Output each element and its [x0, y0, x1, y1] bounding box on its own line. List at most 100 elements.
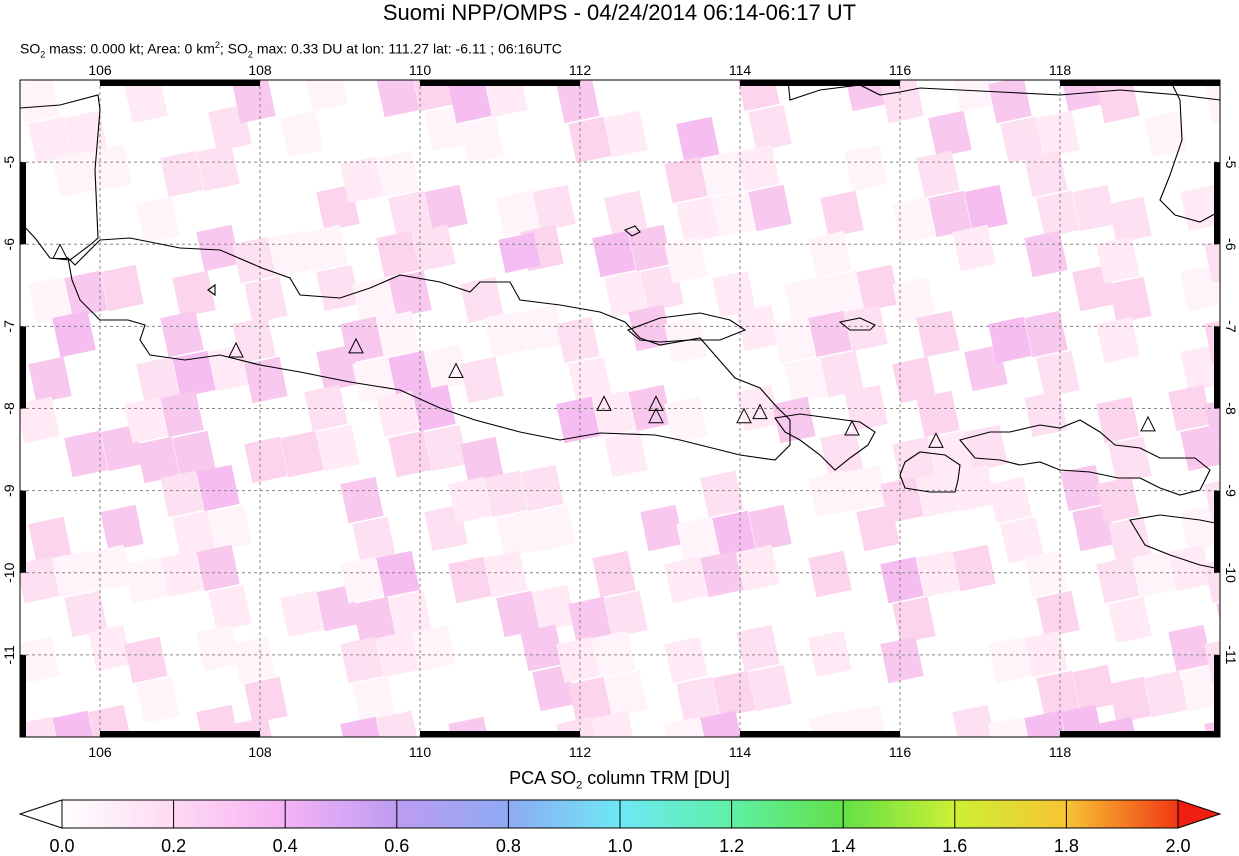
so2-pixel: [208, 504, 252, 552]
colorbar-tick-label: 0.6: [384, 836, 410, 856]
so2-pixel: [136, 196, 180, 244]
so2-pixel: [700, 710, 744, 737]
so2-pixel: [1096, 476, 1140, 524]
so2-pixel: [820, 270, 864, 318]
volcano-marker: [648, 395, 664, 411]
volcano-marker: [596, 395, 612, 411]
so2-pixel: [160, 310, 204, 358]
so2-pixel: [1036, 590, 1080, 638]
so2-pixel: [460, 436, 504, 484]
lat-tick-label: -6: [1, 238, 17, 251]
frame-scale-segment: [1214, 654, 1220, 737]
so2-pixel: [592, 230, 636, 278]
so2-pixel: [604, 670, 648, 718]
so2-pixel: [532, 584, 576, 632]
so2-pixel: [232, 636, 276, 684]
so2-pixel: [388, 430, 432, 478]
so2-pixel: [520, 464, 564, 512]
so2-pixel: [772, 316, 816, 364]
lon-tick-label: 114: [729, 744, 752, 760]
so2-pixel: [1060, 80, 1104, 112]
frame-scale-segment: [100, 80, 260, 86]
so2-pixel: [676, 516, 720, 564]
volcano-marker: [228, 341, 244, 358]
lat-tick-label: -8: [1223, 402, 1239, 415]
so2-pixel: [20, 636, 60, 684]
so2-pixel: [520, 624, 564, 672]
so2-pixel: [988, 80, 1032, 124]
so2-pixel: [412, 224, 456, 272]
so2-pixel: [460, 116, 504, 164]
so2-pixel: [1108, 436, 1152, 484]
so2-pixel: [1000, 516, 1044, 564]
so2-pixel: [100, 264, 144, 312]
so2-pixel: [748, 104, 792, 152]
coastline-sulawesi: [1159, 80, 1220, 223]
so2-pixel: [136, 676, 180, 724]
lat-tick-label: -5: [1223, 156, 1239, 169]
so2-pixel: [64, 430, 108, 478]
so2-pixel: [1024, 150, 1068, 198]
so2-pixel: [388, 590, 432, 638]
so2-pixel: [64, 590, 108, 638]
so2-pixel: [916, 310, 960, 358]
so2-pixel: [172, 510, 216, 558]
so2-pixel: [88, 704, 132, 737]
so2-pixel: [448, 716, 492, 737]
so2-pixel: [232, 716, 276, 737]
so2-pixel: [52, 710, 96, 737]
so2-pixel: [376, 150, 420, 198]
so2-pixel: [736, 144, 780, 192]
so2-pixel: [1168, 624, 1212, 672]
colorbar-tick-label: 0.8: [495, 836, 521, 856]
map-subtitle: SO2 mass: 0.000 kt; Area: 0 km2; SO2 max…: [20, 40, 562, 60]
so2-pixel: [244, 676, 288, 724]
so2-pixel: [232, 316, 276, 364]
so2-pixel: [1144, 670, 1188, 718]
so2-pixel: [952, 80, 996, 112]
so2-pixel: [160, 390, 204, 438]
lat-tick-label: -10: [1, 562, 17, 582]
map-frame-scale-bars: [20, 80, 1220, 737]
so2-pixel: [664, 396, 708, 444]
so2-pixel: [1108, 276, 1152, 324]
so2-pixel: [808, 550, 852, 598]
so2-pixel: [208, 584, 252, 632]
lon-tick-label: 106: [88, 62, 112, 78]
so2-pixel: [20, 80, 60, 124]
so2-pixel: [1060, 704, 1104, 737]
so2-pixel: [844, 144, 888, 192]
volcano-marker: [844, 419, 860, 436]
coastline-sumba: [1129, 514, 1220, 570]
coastline-lombok: [899, 451, 961, 493]
lat-tick-label: -7: [1, 320, 17, 333]
so2-pixel: [1096, 80, 1140, 124]
so2-pixel: [844, 704, 888, 737]
so2-pixel: [1060, 464, 1104, 512]
so2-pixel: [1096, 556, 1140, 604]
so2-pixel: [532, 504, 576, 552]
so2-pixel: [196, 224, 240, 272]
so2-pixel: [1072, 664, 1116, 712]
so2-pixel: [892, 596, 936, 644]
so2-pixel: [244, 356, 288, 404]
so2-pixel: [628, 224, 672, 272]
so2-pixel: [304, 80, 348, 112]
frame-scale-segment: [100, 731, 260, 737]
colorbar: [18, 799, 1222, 829]
so2-pixel: [592, 710, 636, 737]
so2-pixel: [952, 704, 996, 737]
so2-pixel: [916, 550, 960, 598]
so2-pixel: [496, 510, 540, 558]
so2-pixel: [892, 356, 936, 404]
frame-scale-segment: [1214, 326, 1220, 409]
frame-scale-segment: [20, 326, 26, 409]
colorbar-over-arrow: [1177, 799, 1222, 829]
so2-pixel: [124, 556, 168, 604]
so2-pixel: [844, 464, 888, 512]
so2-pixel: [1096, 316, 1140, 364]
so2-pixel: [172, 270, 216, 318]
so2-pixel: [160, 150, 204, 198]
so2-pixel: [448, 556, 492, 604]
so2-pixel: [604, 190, 648, 238]
